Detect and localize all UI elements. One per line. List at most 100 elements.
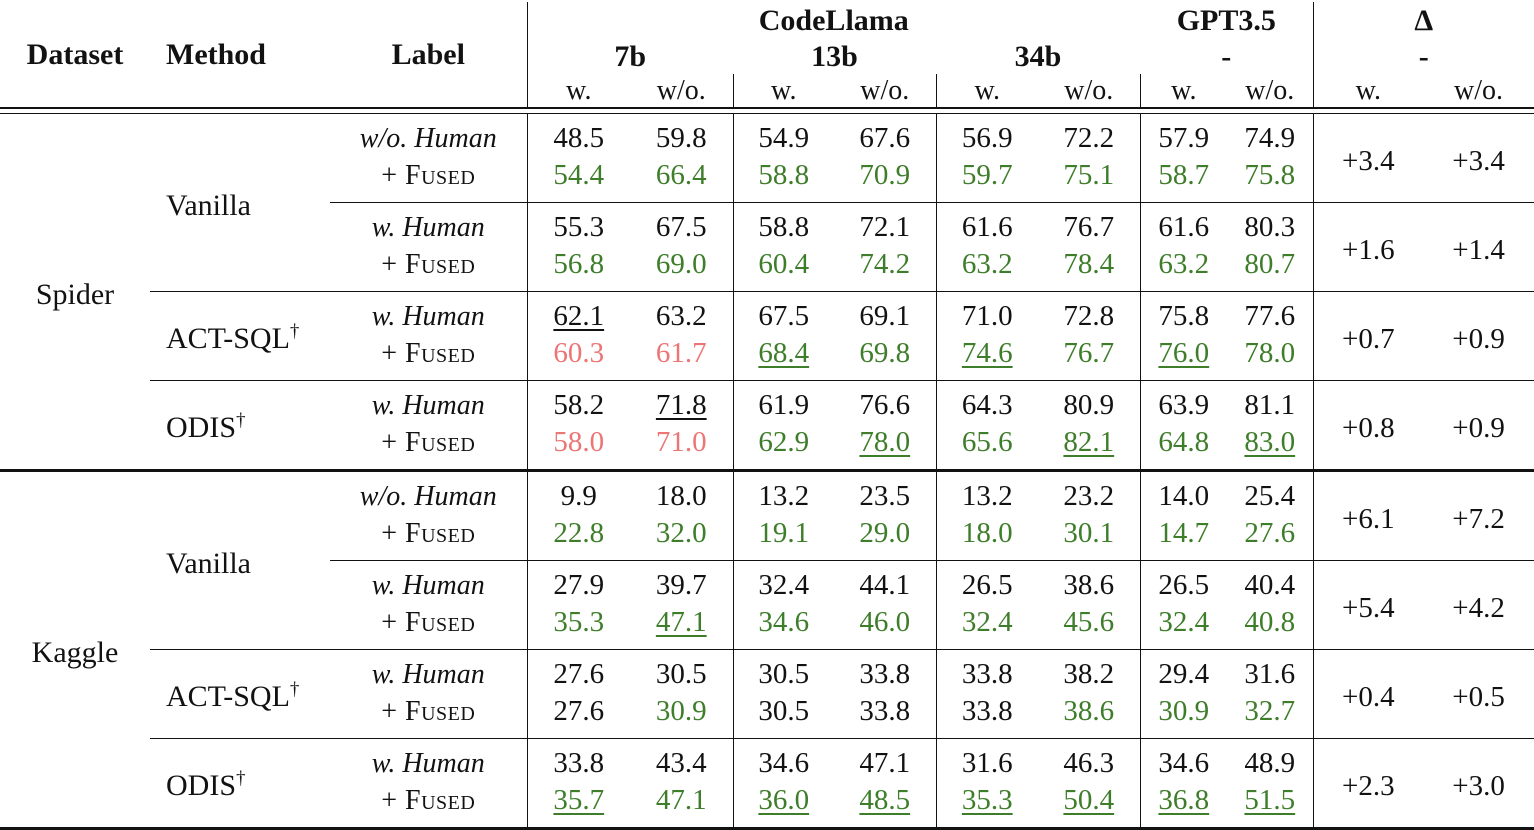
value-cell: 63.2 (1140, 246, 1227, 292)
label-cell: w/o. Human (330, 472, 527, 515)
value-cell: 13.2 (733, 472, 834, 515)
value-cell: 80.7 (1227, 246, 1313, 292)
delta-cell: +3.0 (1423, 739, 1534, 829)
label-cell: + Fused (330, 782, 527, 829)
value-cell: 23.5 (834, 472, 936, 515)
value-cell: 26.5 (936, 561, 1038, 605)
table-row: Kaggle Vanilla w/o. Human 9.9 18.0 13.2 … (0, 472, 1534, 515)
value-cell: 75.8 (1227, 157, 1313, 203)
value-cell: 32.4 (936, 604, 1038, 650)
value-cell: 56.9 (936, 114, 1038, 158)
value-cell: 58.7 (1140, 157, 1227, 203)
value-cell: 35.3 (936, 782, 1038, 829)
delta-cell: +0.7 (1313, 292, 1423, 381)
value-cell: 27.6 (527, 650, 630, 694)
value-cell: 74.9 (1227, 114, 1313, 158)
value-cell: 34.6 (1140, 739, 1227, 783)
value-cell: 61.9 (733, 381, 834, 425)
method-name: ACT-SQL (166, 322, 290, 355)
value-cell: 30.1 (1038, 515, 1140, 561)
value-cell: 33.8 (936, 650, 1038, 694)
label-cell: + Fused (330, 604, 527, 650)
label-cell: w. Human (330, 739, 527, 783)
value-cell: 66.4 (630, 157, 733, 203)
value-cell: 68.4 (733, 335, 834, 381)
value-cell: 47.1 (630, 782, 733, 829)
delta-cell: +7.2 (1423, 472, 1534, 561)
method-name: ODIS (166, 769, 236, 802)
value-cell: 78.4 (1038, 246, 1140, 292)
value-cell: 75.8 (1140, 292, 1227, 336)
sub-header-wo: w/o. (834, 74, 936, 108)
value-cell: 69.8 (834, 335, 936, 381)
value-cell: 77.6 (1227, 292, 1313, 336)
size-header-13b: 13b (733, 40, 936, 74)
value-cell: 33.8 (527, 739, 630, 783)
value-cell: 76.7 (1038, 203, 1140, 247)
col-header-label: Label (330, 2, 527, 108)
value-cell: 48.5 (834, 782, 936, 829)
value-cell: 58.0 (527, 424, 630, 471)
value-cell: 76.6 (834, 381, 936, 425)
sub-header-w: w. (733, 74, 834, 108)
value-cell: 75.1 (1038, 157, 1140, 203)
col-header-method: Method (150, 2, 330, 108)
value-cell: 25.4 (1227, 472, 1313, 515)
value-cell: 18.0 (630, 472, 733, 515)
value-cell: 61.6 (936, 203, 1038, 247)
label-cell: w. Human (330, 650, 527, 694)
value-cell: 54.4 (527, 157, 630, 203)
value-cell: 58.8 (733, 157, 834, 203)
dataset-cell: Spider (0, 114, 150, 471)
value-cell: 47.1 (834, 739, 936, 783)
method-cell: ODIS† (150, 739, 330, 829)
value-cell: 69.1 (834, 292, 936, 336)
value-cell: 78.0 (1227, 335, 1313, 381)
value-cell: 23.2 (1038, 472, 1140, 515)
value-cell: 33.8 (834, 693, 936, 739)
label-cell: + Fused (330, 335, 527, 381)
value-cell: 31.6 (936, 739, 1038, 783)
value-cell: 46.0 (834, 604, 936, 650)
value-cell: 30.5 (630, 650, 733, 694)
value-cell: 19.1 (733, 515, 834, 561)
value-cell: 35.3 (527, 604, 630, 650)
value-cell: 40.4 (1227, 561, 1313, 605)
value-cell: 76.0 (1140, 335, 1227, 381)
value-cell: 13.2 (936, 472, 1038, 515)
method-name: ACT-SQL (166, 680, 290, 713)
sub-header-wo: w/o. (630, 74, 733, 108)
sub-header-wo: w/o. (1038, 74, 1140, 108)
value-cell: 70.9 (834, 157, 936, 203)
method-name: Vanilla (166, 547, 251, 580)
delta-cell: +1.4 (1423, 203, 1534, 292)
delta-cell: +0.4 (1313, 650, 1423, 739)
value-cell: 36.8 (1140, 782, 1227, 829)
value-cell: 71.8 (630, 381, 733, 425)
value-cell: 62.1 (527, 292, 630, 336)
size-header-gpt: - (1140, 40, 1313, 74)
table-row: Spider Vanilla w/o. Human 48.5 59.8 54.9… (0, 114, 1534, 158)
value-cell: 35.7 (527, 782, 630, 829)
dagger-mark: † (290, 321, 300, 342)
value-cell: 48.9 (1227, 739, 1313, 783)
delta-cell: +4.2 (1423, 561, 1534, 650)
value-cell: 82.1 (1038, 424, 1140, 471)
method-name: ODIS (166, 411, 236, 444)
value-cell: 65.6 (936, 424, 1038, 471)
value-cell: 58.2 (527, 381, 630, 425)
dagger-mark: † (290, 679, 300, 700)
value-cell: 56.8 (527, 246, 630, 292)
label-cell: w. Human (330, 292, 527, 336)
sub-header-wo: w/o. (1227, 74, 1313, 108)
label-cell: + Fused (330, 515, 527, 561)
value-cell: 34.6 (733, 739, 834, 783)
value-cell: 72.8 (1038, 292, 1140, 336)
sub-header-w: w. (1313, 74, 1423, 108)
value-cell: 31.6 (1227, 650, 1313, 694)
value-cell: 38.6 (1038, 561, 1140, 605)
sub-header-w: w. (1140, 74, 1227, 108)
table-row: ACT-SQL† w. Human 62.1 63.2 67.5 69.1 71… (0, 292, 1534, 336)
value-cell: 72.1 (834, 203, 936, 247)
method-cell: Vanilla (150, 472, 330, 650)
